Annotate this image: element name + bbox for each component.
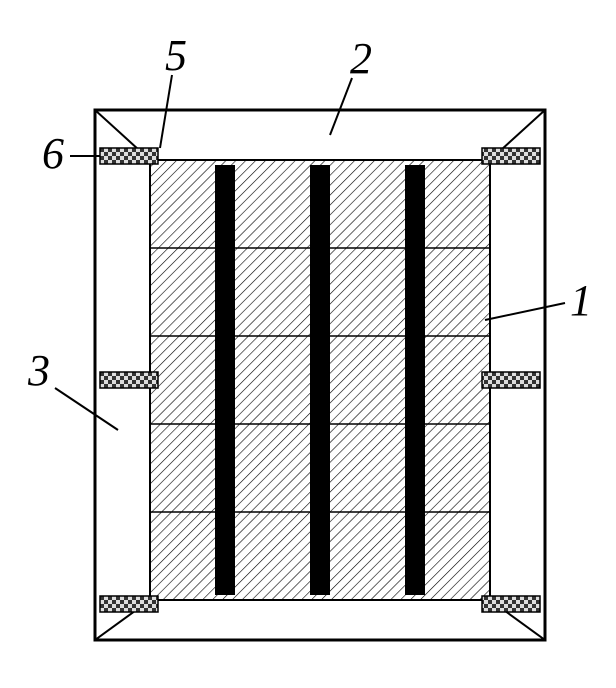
side-tab: [482, 596, 540, 612]
label-1: 1: [570, 275, 592, 326]
side-tab: [482, 148, 540, 164]
label-5: 5: [165, 30, 187, 81]
side-tab: [100, 372, 158, 388]
side-tab: [100, 148, 158, 164]
vertical-bar: [215, 165, 235, 595]
side-tab: [100, 596, 158, 612]
vertical-bar: [310, 165, 330, 595]
label-6: 6: [42, 128, 64, 179]
vertical-bar: [405, 165, 425, 595]
side-tab: [482, 372, 540, 388]
label-2: 2: [350, 33, 372, 84]
diagram-svg: [0, 0, 616, 688]
label-3: 3: [28, 345, 50, 396]
diagram-stage: 1 2 3 5 6: [0, 0, 616, 688]
